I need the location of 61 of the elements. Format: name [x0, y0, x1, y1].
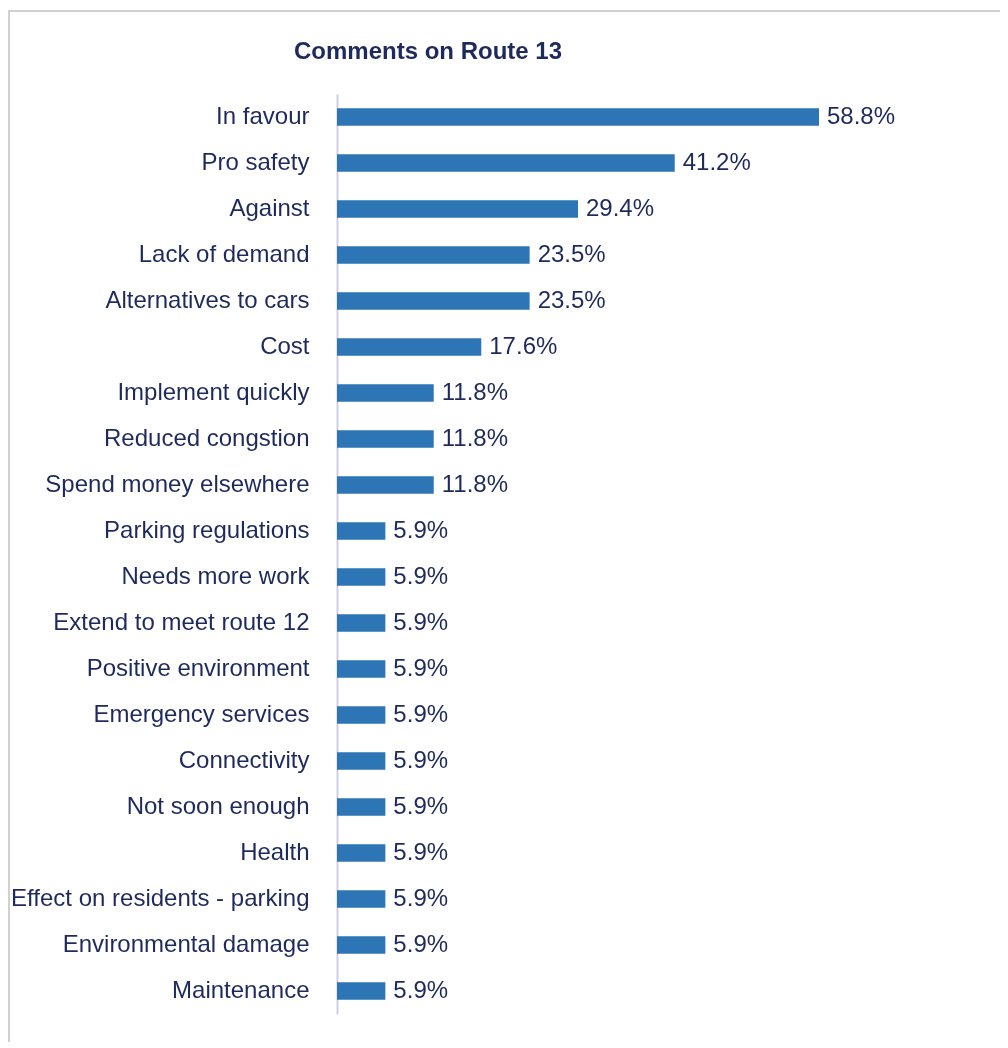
data-label: 5.9%: [393, 516, 449, 543]
data-label: 17.6%: [489, 332, 558, 359]
data-label: 58.8%: [827, 102, 896, 129]
y-tick-label: Reduced congstion: [104, 424, 310, 451]
bar: [337, 476, 434, 494]
y-tick-label: Lack of demand: [138, 240, 310, 267]
y-tick-label: Spend money elsewhere: [45, 470, 310, 497]
data-label: 5.9%: [393, 792, 449, 819]
y-tick-label: Alternatives to cars: [105, 286, 310, 313]
bar: [337, 752, 386, 770]
bar: [337, 430, 434, 448]
bar: [337, 706, 386, 724]
data-label: 29.4%: [586, 194, 655, 221]
data-label: 5.9%: [393, 746, 449, 773]
bar: [337, 338, 482, 356]
bar: [337, 890, 386, 908]
data-label: 11.8%: [441, 378, 509, 405]
bar: [337, 614, 386, 632]
data-label: 41.2%: [682, 148, 751, 175]
y-tick-label: Environmental damage: [62, 930, 310, 957]
bar: [337, 522, 386, 540]
bar: [337, 246, 530, 264]
bar: [337, 292, 530, 310]
bar: [337, 660, 386, 678]
bar: [337, 568, 386, 586]
bar: [337, 384, 434, 402]
data-label: 11.8%: [441, 424, 509, 451]
y-tick-label: Cost: [260, 332, 310, 359]
data-label: 5.9%: [393, 838, 449, 865]
y-tick-label: Connectivity: [178, 746, 310, 773]
data-label: 23.5%: [537, 286, 606, 313]
chart-title: Comments on Route 13: [293, 37, 563, 64]
bar: [337, 200, 578, 218]
data-label: 5.9%: [393, 700, 449, 727]
y-tick-label: Parking regulations: [104, 516, 310, 543]
bar: [337, 108, 819, 126]
bar: [337, 798, 386, 816]
bar: [337, 844, 386, 862]
data-label: 5.9%: [393, 608, 449, 635]
data-label: 5.9%: [393, 654, 449, 681]
data-label: 11.8%: [441, 470, 509, 497]
y-tick-label: Pro safety: [201, 148, 310, 175]
data-label: 5.9%: [393, 884, 449, 911]
y-tick-label: Implement quickly: [117, 378, 310, 405]
data-label: 5.9%: [393, 976, 449, 1003]
y-tick-label: Health: [240, 838, 310, 865]
y-tick-label: Positive environment: [86, 654, 310, 681]
data-label: 5.9%: [393, 930, 449, 957]
y-tick-label: Extend to meet route 12: [53, 608, 310, 635]
y-tick-label: Not soon enough: [126, 792, 310, 819]
data-label: 5.9%: [393, 562, 449, 589]
y-tick-label: Effect on residents - parking: [11, 884, 310, 911]
bar: [337, 982, 386, 1000]
y-tick-label: Maintenance: [172, 976, 310, 1003]
bar: [337, 154, 675, 172]
bar: [337, 936, 386, 954]
y-tick-label: In favour: [216, 102, 310, 129]
data-label: 23.5%: [537, 240, 606, 267]
y-tick-label: Needs more work: [121, 562, 311, 589]
y-tick-label: Against: [229, 194, 310, 221]
y-tick-label: Emergency services: [93, 700, 310, 727]
